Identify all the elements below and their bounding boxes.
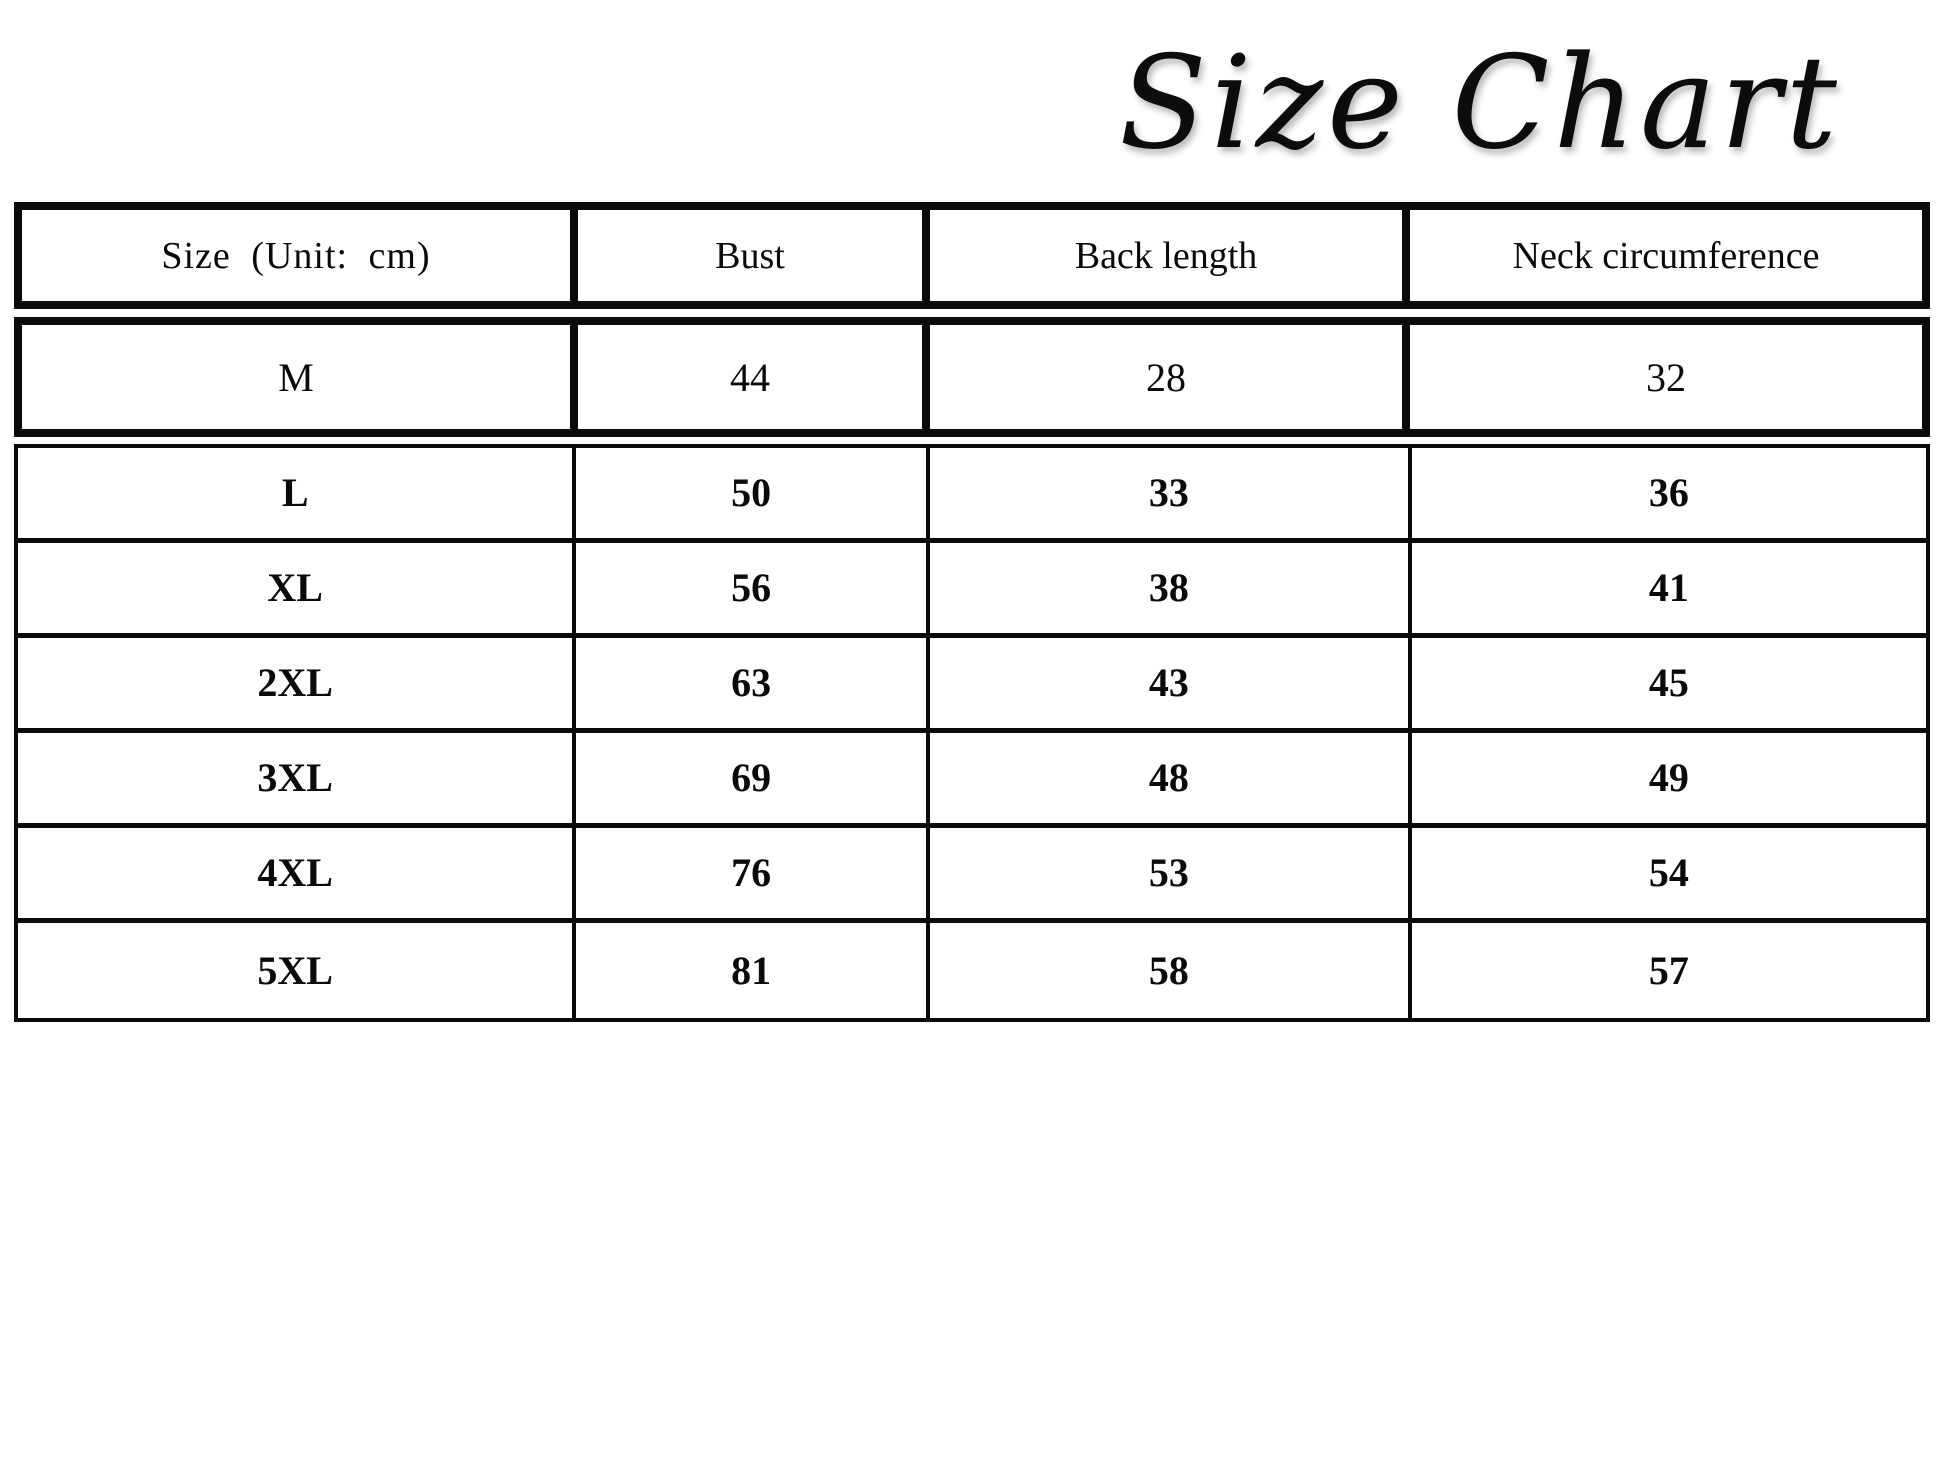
header-neck-circumference: Neck circumference [1512, 234, 1820, 277]
bust-value: 44 [578, 325, 930, 429]
size-label: 5XL [18, 922, 577, 1018]
table-row-3xl: 3XL 69 48 49 [18, 732, 1926, 828]
back-length-value: 48 [930, 732, 1412, 823]
bust-value: 63 [576, 637, 930, 728]
neck-value: 41 [1648, 565, 1689, 611]
back-length-value: 53 [930, 827, 1412, 918]
neck-value: 49 [1648, 755, 1689, 801]
bust-value: 50 [576, 448, 930, 538]
size-label: L [18, 448, 577, 538]
table-row-2xl: 2XL 63 43 45 [18, 637, 1926, 733]
page-title: Size Chart [1119, 28, 1841, 178]
bust-value: 76 [576, 827, 930, 918]
header-size: Size (Unit: cm) [22, 210, 578, 301]
table-row-4xl: 4XL 76 53 54 [18, 827, 1926, 923]
size-label: 4XL [18, 827, 577, 918]
back-length-value: 38 [930, 542, 1412, 633]
neck-value: 45 [1648, 660, 1689, 706]
size-label: XL [18, 542, 577, 633]
header-bust: Bust [578, 210, 930, 301]
size-label: M [22, 325, 578, 429]
back-length-value: 33 [930, 448, 1412, 538]
back-length-value: 58 [930, 922, 1412, 1018]
bust-value: 69 [576, 732, 930, 823]
neck-value: 36 [1648, 470, 1689, 516]
neck-value: 54 [1648, 850, 1689, 896]
back-length-value: 28 [930, 325, 1410, 429]
bust-value: 81 [576, 922, 930, 1018]
neck-value: 32 [1646, 354, 1686, 400]
size-label: 3XL [18, 732, 577, 823]
size-table-body: L 50 33 36 XL 56 38 41 2XL 63 43 45 3XL … [14, 444, 1930, 1022]
header-back-length: Back length [930, 210, 1410, 301]
size-label: 2XL [18, 637, 577, 728]
neck-value: 57 [1648, 947, 1689, 993]
bust-value: 56 [576, 542, 930, 633]
table-row-m: M 44 28 32 [14, 317, 1930, 437]
table-row-5xl: 5XL 81 58 57 [18, 922, 1926, 1018]
size-table-header: Size (Unit: cm) Bust Back length Neck ci… [14, 202, 1930, 309]
back-length-value: 43 [930, 637, 1412, 728]
table-row-l: L 50 33 36 [18, 448, 1926, 543]
table-row-xl: XL 56 38 41 [18, 542, 1926, 638]
